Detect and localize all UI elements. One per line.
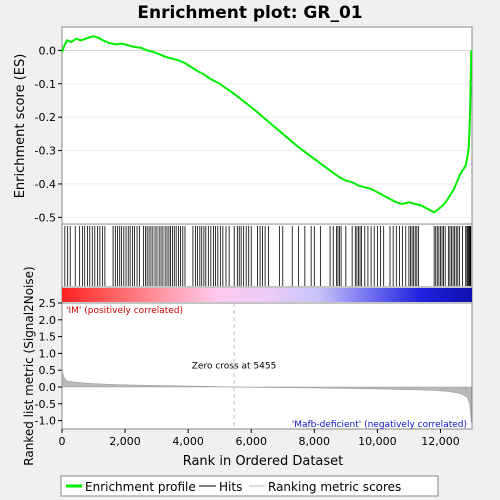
- metric-y-axis-label: Ranked list metric (Signal2Noise): [22, 266, 36, 465]
- es-y-tick-label: -0.2: [35, 111, 56, 124]
- metric-y-tick-label: -1.0: [35, 415, 56, 428]
- legend-metric-label: Ranking metric scores: [268, 480, 401, 494]
- metric-panel: [61, 302, 473, 430]
- zero-cross-label: Zero cross at 5455: [192, 362, 277, 372]
- metric-y-tick-label: -0.5: [35, 398, 56, 411]
- es-y-tick-label: -0.1: [35, 78, 56, 91]
- metric-y-tick-label: 1.0: [39, 347, 57, 360]
- ranking-metric-area: [61, 366, 472, 423]
- x-tick-label: 4,000: [172, 435, 204, 448]
- metric-y-tick-label: 0.5: [39, 364, 57, 377]
- x-tick-label: 12,000: [421, 435, 460, 448]
- metric-y-tick-label: 2.5: [39, 297, 57, 310]
- es-y-tick-label: -0.5: [35, 211, 56, 224]
- enrichment-profile-line: [61, 35, 473, 214]
- chart-title: Enrichment plot: GR_01: [137, 3, 362, 23]
- es-gridlines: [62, 49, 472, 218]
- x-tick-label: 2,000: [109, 435, 141, 448]
- es-y-tick-label: 0.0: [39, 44, 57, 57]
- es-y-axis-label: Enrichment score (ES): [13, 54, 28, 199]
- es-y-ticks: 0.0 -0.1 -0.2 -0.3 -0.4 -0.5: [35, 44, 62, 224]
- legend-enrichment-label: Enrichment profile: [85, 480, 196, 494]
- x-tick-label: 8,000: [299, 435, 331, 448]
- gene-hit-markers: [64, 226, 472, 286]
- metric-y-tick-label: 0.0: [39, 381, 57, 394]
- es-panel: [61, 26, 473, 225]
- positive-correlation-label: 'IM' (positively correlated): [66, 306, 183, 316]
- x-tick-label: 6,000: [235, 435, 267, 448]
- negative-correlation-label: 'Mafb-deficient' (negatively correlated): [292, 420, 467, 430]
- rank-color-bar: [62, 288, 472, 302]
- metric-y-tick-label: 1.5: [39, 331, 57, 344]
- metric-y-tick-label: 2.0: [39, 314, 57, 327]
- legend-hits-label: Hits: [219, 480, 242, 494]
- es-y-tick-label: -0.4: [35, 178, 56, 191]
- x-axis-ticks: 0 2,000 4,000 6,000 8,000 10,000 12,000: [59, 429, 460, 448]
- x-axis-label: Rank in Ordered Dataset: [183, 454, 344, 469]
- metric-y-ticks: 2.5 2.0 1.5 1.0 0.5 0.0 -0.5 -1.0: [35, 297, 62, 428]
- x-tick-label: 10,000: [358, 435, 397, 448]
- es-y-tick-label: -0.3: [35, 145, 56, 158]
- x-tick-label: 0: [59, 435, 66, 448]
